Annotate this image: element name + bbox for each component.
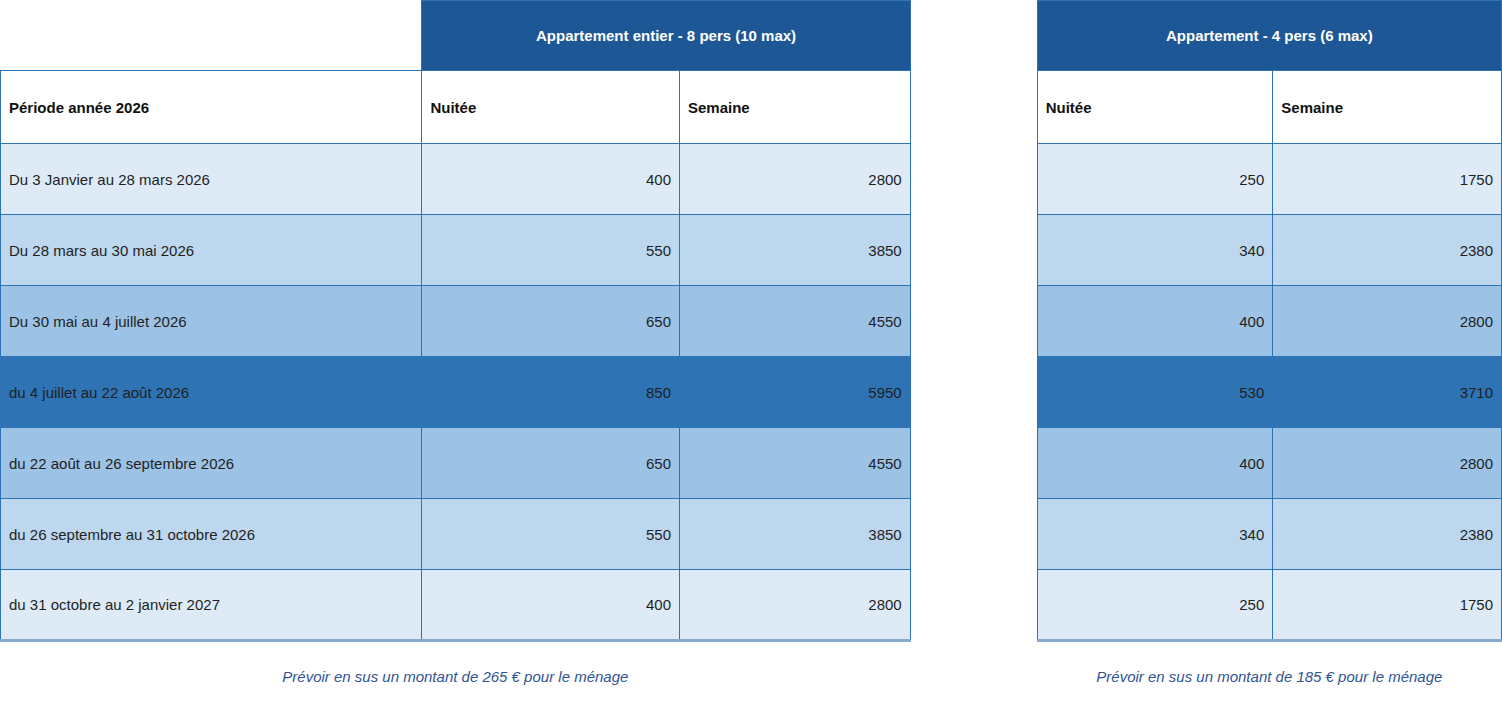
table-row: 400 2800: [1037, 428, 1501, 499]
period-cell: Du 30 mai au 4 juillet 2026: [1, 286, 422, 357]
nuitee-cell: 340: [1037, 499, 1273, 570]
table-row: 340 2380: [1037, 215, 1501, 286]
semaine-cell: 2380: [1273, 215, 1502, 286]
table-row: du 22 août au 26 septembre 2026 650 4550: [1, 428, 911, 499]
period-cell: Du 28 mars au 30 mai 2026: [1, 215, 422, 286]
semaine-cell: 2380: [1273, 499, 1502, 570]
column-header-semaine: Semaine: [680, 71, 911, 144]
nuitee-cell: 340: [1037, 215, 1273, 286]
nuitee-cell: 250: [1037, 144, 1273, 215]
cleaning-fee-note-right: Prévoir en sus un montant de 185 € pour …: [1037, 668, 1502, 685]
nuitee-cell: 650: [422, 286, 680, 357]
column-header-nuitee: Nuitée: [1037, 71, 1273, 144]
nuitee-cell: 550: [422, 499, 680, 570]
table-row: Du 28 mars au 30 mai 2026 550 3850: [1, 215, 911, 286]
table-row: 250 1750: [1037, 144, 1501, 215]
period-cell: du 22 août au 26 septembre 2026: [1, 428, 422, 499]
column-header-semaine: Semaine: [1273, 71, 1502, 144]
pricing-table-apartment-full: Appartement entier - 8 pers (10 max) Pér…: [0, 0, 911, 642]
semaine-cell: 1750: [1273, 570, 1502, 641]
column-header-row: Nuitée Semaine: [1037, 71, 1501, 144]
nuitee-cell: 400: [1037, 428, 1273, 499]
semaine-cell: 5950: [680, 357, 911, 428]
table-title-apartment-small: Appartement - 4 pers (6 max): [1037, 1, 1501, 71]
table-row-peak-season: du 4 juillet au 22 août 2026 850 5950: [1, 357, 911, 428]
semaine-cell: 4550: [680, 428, 911, 499]
column-header-row: Période année 2026 Nuitée Semaine: [1, 71, 911, 144]
semaine-cell: 4550: [680, 286, 911, 357]
empty-corner-cell: [1, 1, 422, 71]
table-row: Du 3 Janvier au 28 mars 2026 400 2800: [1, 144, 911, 215]
column-header-period: Période année 2026: [1, 71, 422, 144]
period-cell: du 31 octobre au 2 janvier 2027: [1, 570, 422, 641]
nuitee-cell: 650: [422, 428, 680, 499]
table-block-apartment-small: Appartement - 4 pers (6 max) Nuitée Sema…: [1037, 0, 1502, 685]
table-row: 400 2800: [1037, 286, 1501, 357]
cleaning-fee-note-left: Prévoir en sus un montant de 265 € pour …: [0, 668, 911, 685]
nuitee-cell: 550: [422, 215, 680, 286]
semaine-cell: 2800: [680, 570, 911, 641]
semaine-cell: 2800: [680, 144, 911, 215]
semaine-cell: 2800: [1273, 428, 1502, 499]
table-row: du 26 septembre au 31 octobre 2026 550 3…: [1, 499, 911, 570]
nuitee-cell: 400: [1037, 286, 1273, 357]
nuitee-cell: 400: [422, 144, 680, 215]
table-row: du 31 octobre au 2 janvier 2027 400 2800: [1, 570, 911, 641]
period-cell: du 26 septembre au 31 octobre 2026: [1, 499, 422, 570]
table-title-apartment-full: Appartement entier - 8 pers (10 max): [422, 1, 910, 71]
table-block-apartment-full: Appartement entier - 8 pers (10 max) Pér…: [0, 0, 911, 685]
pricing-tables: Appartement entier - 8 pers (10 max) Pér…: [0, 0, 1502, 685]
semaine-cell: 3850: [680, 215, 911, 286]
table-row: 340 2380: [1037, 499, 1501, 570]
nuitee-cell: 250: [1037, 570, 1273, 641]
nuitee-cell: 530: [1037, 357, 1273, 428]
semaine-cell: 3710: [1273, 357, 1502, 428]
nuitee-cell: 850: [422, 357, 680, 428]
column-header-nuitee: Nuitée: [422, 71, 680, 144]
title-band-row: Appartement entier - 8 pers (10 max): [1, 1, 911, 71]
period-cell: du 4 juillet au 22 août 2026: [1, 357, 422, 428]
semaine-cell: 1750: [1273, 144, 1502, 215]
period-cell: Du 3 Janvier au 28 mars 2026: [1, 144, 422, 215]
pricing-table-apartment-small: Appartement - 4 pers (6 max) Nuitée Sema…: [1037, 0, 1502, 642]
table-row-peak-season: 530 3710: [1037, 357, 1501, 428]
table-row: Du 30 mai au 4 juillet 2026 650 4550: [1, 286, 911, 357]
semaine-cell: 3850: [680, 499, 911, 570]
table-row: 250 1750: [1037, 570, 1501, 641]
title-band-row: Appartement - 4 pers (6 max): [1037, 1, 1501, 71]
nuitee-cell: 400: [422, 570, 680, 641]
semaine-cell: 2800: [1273, 286, 1502, 357]
